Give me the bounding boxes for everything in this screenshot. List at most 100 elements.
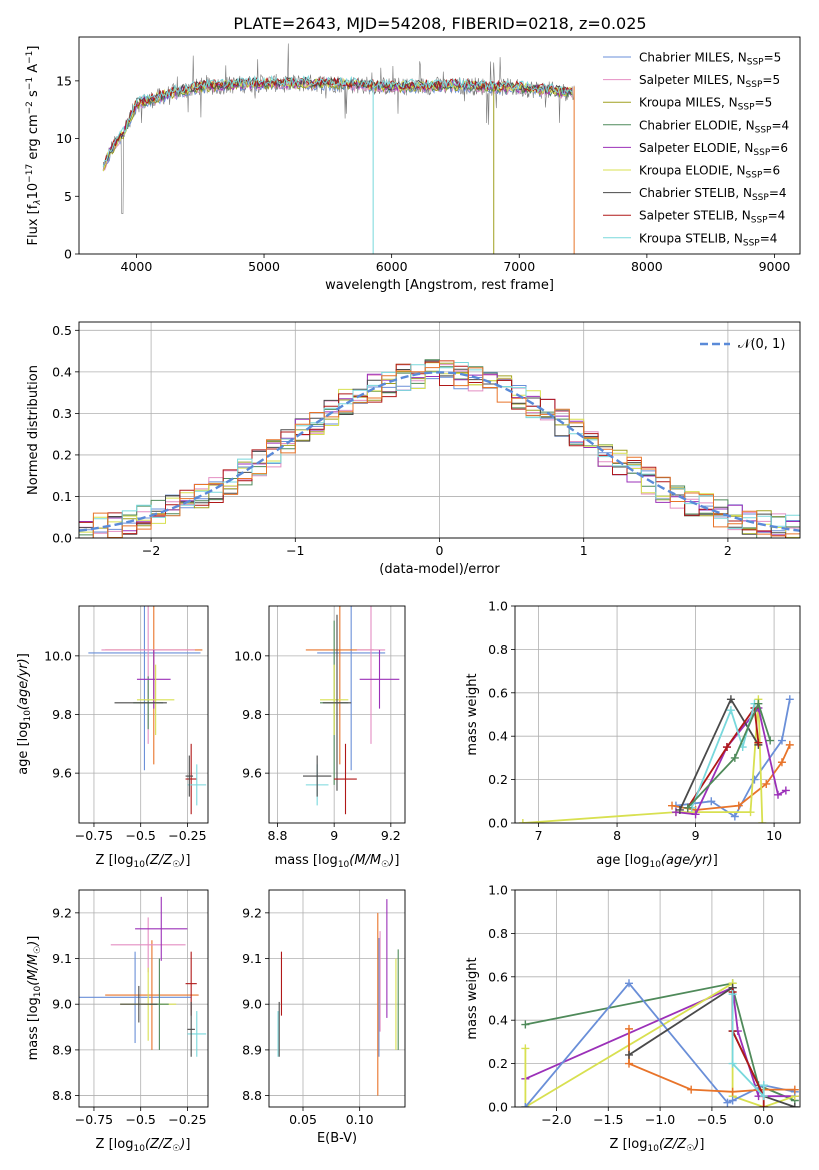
y-tick-label: 1.0 (488, 599, 508, 614)
x-tick-label: 9.2 (381, 828, 401, 843)
x-tick-label: 10 (766, 828, 782, 843)
axes-frame (78, 36, 801, 255)
histogram-step (79, 360, 800, 538)
y-tick-label: 8.8 (242, 1088, 262, 1103)
y-tick-label: 0.5 (52, 323, 72, 338)
axes-frame (268, 889, 406, 1108)
mass-weight-marker (625, 1050, 633, 1059)
mass-weight-marker (707, 797, 716, 806)
plot-area (88, 606, 207, 815)
mass-weight-line (675, 699, 791, 818)
x-tick-label: 9 (692, 828, 700, 843)
axes-frame (78, 889, 209, 1108)
x-tick-label: 5000 (248, 259, 280, 274)
y-tick-label: 10 (56, 131, 72, 146)
y-tick-label: 9.6 (242, 766, 262, 781)
plot-area (277, 899, 399, 1096)
y-tick-label: 0.8 (488, 642, 508, 657)
y-tick-label: 5 (64, 189, 72, 204)
x-tick-label: 8 (613, 828, 621, 843)
mass-weight-marker (730, 812, 739, 821)
mass-weight-marker (625, 1059, 633, 1068)
y-tick-label: 9.1 (52, 951, 72, 966)
x-tick-label: 1 (580, 543, 588, 558)
residuals-panel: −2 −1 0 1 2 0.0 0.1 0.2 0.3 0.4 0.5 (data-model)/er… (26, 321, 801, 577)
y-tick-label: 1.0 (488, 883, 508, 898)
y-tick-label: 0.1 (52, 489, 72, 504)
mass-weight-marker (675, 805, 684, 814)
axes-frame (268, 605, 406, 824)
x-tick-label: 7000 (503, 259, 535, 274)
x-tick-label: 0.0 (754, 1112, 774, 1127)
axes-frame (514, 605, 801, 824)
legend-label: Chabrier STELIB, NSSP=4 (639, 186, 787, 203)
spectrum-panel: 4000 5000 6000 7000 8000 9000 0 5 10 15 wavelength… (25, 36, 801, 293)
plot-area (518, 695, 794, 823)
mass-weight-marker (754, 738, 763, 747)
x-tick-label: 9000 (759, 259, 791, 274)
mass-weight-line (522, 699, 764, 823)
mass_vs_EBV-panel: 0.05 0.10 8.8 8.9 9.0 9.1 9.2 E(B-V) (242, 889, 406, 1146)
mass-weight-marker (759, 1103, 768, 1107)
y-tick-label: 15 (56, 73, 72, 88)
x-tick-label: −0.75 (75, 1112, 113, 1127)
y-tick-label: 9.6 (52, 766, 72, 781)
x-tick-label: −0.75 (75, 828, 113, 843)
x-axis-label: E(B-V) (317, 1131, 357, 1146)
y-tick-label: 0.6 (488, 685, 508, 700)
y-axis-label: mass [log10(M/M☉)] (26, 936, 43, 1061)
mass-weight-marker (728, 1059, 737, 1068)
plot-area (303, 606, 400, 815)
observed-spectrum-line (102, 43, 575, 214)
mass-weight-marker (668, 801, 677, 810)
mass-weight-marker (750, 775, 759, 784)
mw_vs_age-panel: 7 8 9 10 0.0 0.2 0.4 0.6 0.8 1.0 mass weight age [l… (465, 599, 801, 870)
mass-weight-line (686, 705, 760, 809)
y-tick-label: 0.2 (52, 447, 72, 462)
mass-weight-marker (518, 819, 527, 823)
model-spectrum-line (102, 74, 573, 168)
mass-weight-marker (625, 979, 633, 988)
x-axis-label: wavelength [Angstrom, rest frame] (325, 278, 554, 293)
mass-weight-marker (521, 1020, 530, 1029)
legend-label: Salpeter MILES, NSSP=5 (639, 73, 780, 90)
mass-weight-marker (790, 1103, 799, 1107)
mass-weight-marker (683, 803, 692, 812)
x-tick-label: 0 (436, 543, 444, 558)
y-tick-label: 9.2 (52, 905, 72, 920)
y-tick-label: 0.2 (488, 772, 508, 787)
mass-weight-marker (691, 810, 700, 819)
y-tick-label: 10.0 (234, 648, 262, 663)
y-tick-label: 8.9 (52, 1042, 72, 1057)
x-tick-label: 4000 (121, 259, 153, 274)
y-tick-label: 0.0 (488, 816, 508, 831)
mass-weight-marker (762, 779, 771, 788)
age_vs_Z-panel: −0.75 −0.5 −0.25 9.6 9.8 10.0 Z [log10(Z/Z☉)] a… (16, 605, 209, 870)
y-tick-label: 10.0 (44, 648, 72, 663)
age_vs_mass-panel: 8.8 9 9.2 9.6 9.8 10.0 mass [log10(M/M☉)] (234, 605, 406, 870)
y-tick-label: 9.1 (242, 951, 262, 966)
y-tick-label: 9.0 (242, 997, 262, 1012)
mass-weight-line (524, 981, 795, 1107)
mass-weight-marker (746, 808, 755, 817)
plot-area (521, 979, 799, 1107)
mass-weight-marker (687, 1085, 696, 1094)
y-axis-label: Flux [fλ10−17 erg cm−2 s−1 A−1] (25, 46, 43, 246)
x-tick-label: 9 (330, 828, 338, 843)
mass-weight-marker (781, 786, 790, 795)
y-tick-label: 0.4 (488, 1013, 508, 1028)
x-tick-label: −1.0 (645, 1112, 675, 1127)
axes-frame (78, 321, 801, 539)
x-tick-label: −2.0 (541, 1112, 571, 1127)
x-axis-label: (data-model)/error (379, 562, 500, 577)
mass-weight-marker (754, 699, 763, 708)
mass-weight-marker (723, 1098, 732, 1107)
legend-label: Kroupa STELIB, NSSP=4 (639, 231, 777, 248)
mass-weight-marker (785, 740, 794, 749)
mass-weight-line (687, 701, 772, 809)
x-tick-label: 0.10 (346, 1112, 374, 1127)
axes-frame (78, 605, 209, 824)
x-tick-label: −1 (286, 543, 304, 558)
x-tick-label: −0.5 (697, 1112, 727, 1127)
